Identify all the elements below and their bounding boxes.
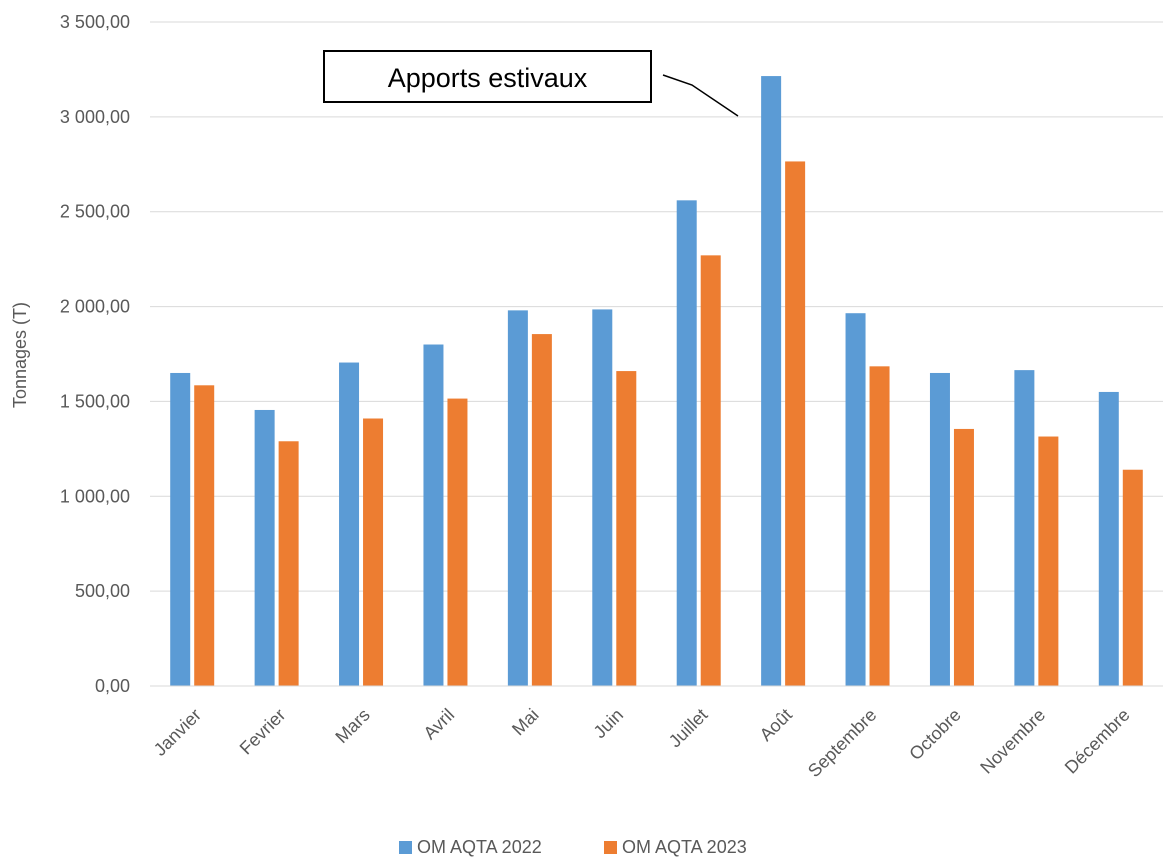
bar-2022-janvier: [170, 372, 191, 686]
legend-label-2023: OM AQTA 2023: [622, 837, 747, 857]
y-tick-labels: 0,00 500,00 1 000,00 1 500,00 2 000,00 2 500,…: [60, 12, 130, 696]
bar-2023-mai: [531, 334, 552, 686]
x-tick-label: Juillet: [665, 705, 712, 752]
bars: [170, 76, 1143, 686]
bar-2023-janvier: [194, 385, 215, 686]
x-tick-labels: Janvier Fevrier Mars Avril Mai Juin Juillet Aoû…: [150, 705, 1134, 781]
x-tick-label: Juin: [590, 705, 627, 742]
x-tick-label: Fevrier: [236, 705, 290, 759]
y-tick-label: 1 000,00: [60, 486, 130, 506]
x-tick-label: Janvier: [150, 705, 205, 760]
bar-2022-avril: [423, 344, 444, 686]
y-tick-label: 1 500,00: [60, 391, 130, 411]
legend: OM AQTA 2022 OM AQTA 2023: [399, 837, 747, 857]
bar-2023-août: [785, 161, 806, 686]
x-tick-label: Septembre: [804, 705, 880, 781]
bar-2022-août: [761, 76, 782, 686]
x-tick-label: Octobre: [905, 705, 964, 764]
bar-2023-décembre: [1122, 469, 1143, 686]
bar-2022-octobre: [929, 372, 950, 686]
legend-swatch-2023: [604, 841, 617, 854]
bar-2023-avril: [447, 398, 468, 686]
y-tick-label: 3 500,00: [60, 12, 130, 32]
legend-label-2022: OM AQTA 2022: [417, 837, 542, 857]
bar-2023-mars: [363, 418, 384, 686]
bar-2022-septembre: [845, 313, 866, 686]
x-tick-label: Avril: [420, 705, 459, 744]
annotation: Apports estivaux: [323, 50, 739, 117]
x-tick-label: Août: [756, 705, 796, 745]
y-tick-label: 3 000,00: [60, 107, 130, 127]
legend-swatch-2022: [399, 841, 412, 854]
bar-2022-fevrier: [254, 409, 275, 686]
bar-2022-mars: [339, 362, 360, 686]
bar-2023-juillet: [700, 255, 721, 686]
bar-2022-juillet: [676, 200, 697, 686]
y-tick-label: 500,00: [75, 581, 130, 601]
bar-2022-novembre: [1014, 370, 1035, 686]
bar-2022-décembre: [1098, 391, 1119, 686]
bar-2023-juin: [616, 371, 637, 686]
annotation-leader-line: [662, 74, 739, 117]
gridlines: [150, 21, 1163, 592]
bar-2022-juin: [592, 309, 613, 686]
bar-2022-mai: [507, 310, 528, 686]
bar-2023-octobre: [953, 428, 974, 686]
bar-2023-novembre: [1038, 436, 1059, 686]
annotation-box: [323, 50, 652, 103]
y-axis-label: Tonnages (T): [10, 302, 30, 408]
x-tick-label: Mars: [331, 705, 373, 747]
x-tick-label: Novembre: [976, 705, 1049, 778]
y-tick-label: 2 000,00: [60, 297, 130, 317]
bar-2023-septembre: [869, 366, 890, 686]
annotation-text: Apports estivaux: [388, 63, 588, 93]
x-tick-label: Mai: [508, 705, 543, 740]
bar-2023-fevrier: [278, 441, 299, 686]
x-tick-label: Décembre: [1061, 705, 1134, 778]
y-tick-label: 0,00: [95, 676, 130, 696]
y-tick-label: 2 500,00: [60, 202, 130, 222]
